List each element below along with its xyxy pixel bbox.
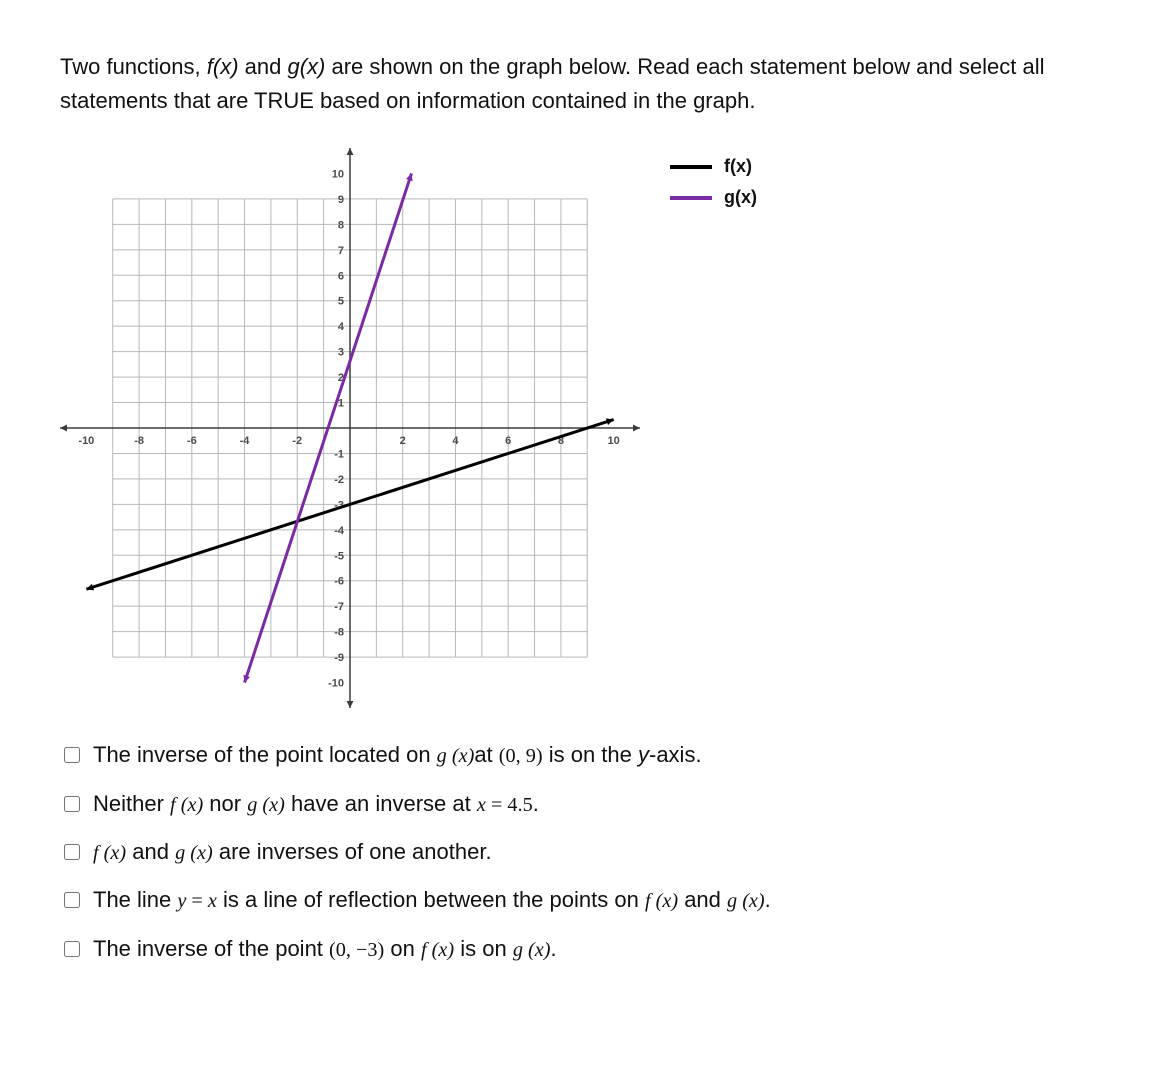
- svg-text:3: 3: [338, 347, 344, 359]
- option-5-text: The inverse of the point (0, −3) on f (x…: [93, 932, 557, 966]
- svg-text:-5: -5: [334, 550, 344, 562]
- svg-text:7: 7: [338, 245, 344, 257]
- svg-text:-2: -2: [334, 474, 344, 486]
- option-2[interactable]: Neither f (x) nor g (x) have an inverse …: [60, 787, 1110, 821]
- svg-text:-4: -4: [334, 525, 345, 537]
- svg-text:5: 5: [338, 296, 344, 308]
- svg-text:10: 10: [332, 169, 344, 181]
- legend-row-f: f(x): [670, 156, 757, 177]
- svg-text:-10: -10: [328, 678, 344, 690]
- legend: f(x) g(x): [670, 156, 757, 218]
- option-5-checkbox[interactable]: [64, 941, 80, 957]
- option-1-text: The inverse of the point located on g (x…: [93, 738, 702, 772]
- svg-text:-6: -6: [187, 435, 197, 447]
- option-4-text: The line y = x is a line of reflection b…: [93, 883, 771, 917]
- option-3[interactable]: f (x) and g (x) are inverses of one anot…: [60, 835, 1110, 869]
- svg-text:4: 4: [338, 321, 345, 333]
- option-4-checkbox[interactable]: [64, 892, 80, 908]
- svg-text:4: 4: [452, 435, 459, 447]
- option-1[interactable]: The inverse of the point located on g (x…: [60, 738, 1110, 772]
- svg-text:9: 9: [338, 194, 344, 206]
- svg-text:8: 8: [338, 220, 344, 232]
- legend-swatch-g: [670, 196, 712, 200]
- fn-f: f(x): [207, 54, 239, 79]
- svg-text:-8: -8: [334, 627, 344, 639]
- legend-label-f: f(x): [724, 156, 752, 177]
- svg-text:-4: -4: [240, 435, 251, 447]
- page: Two functions, f(x) and g(x) are shown o…: [0, 0, 1170, 1020]
- svg-text:-10: -10: [78, 435, 94, 447]
- legend-label-g: g(x): [724, 187, 757, 208]
- svg-text:6: 6: [505, 435, 511, 447]
- question-part-2: and: [245, 54, 288, 79]
- svg-text:2: 2: [400, 435, 406, 447]
- svg-text:-6: -6: [334, 576, 344, 588]
- legend-row-g: g(x): [670, 187, 757, 208]
- option-1-checkbox[interactable]: [64, 747, 80, 763]
- legend-swatch-f: [670, 165, 712, 169]
- question-part-1: Two functions,: [60, 54, 207, 79]
- svg-text:6: 6: [338, 270, 344, 282]
- svg-text:-1: -1: [334, 449, 344, 461]
- option-2-text: Neither f (x) nor g (x) have an inverse …: [93, 787, 539, 821]
- svg-text:10: 10: [608, 435, 620, 447]
- svg-text:-7: -7: [334, 601, 344, 613]
- option-3-checkbox[interactable]: [64, 844, 80, 860]
- options: The inverse of the point located on g (x…: [60, 738, 1110, 966]
- option-4[interactable]: The line y = x is a line of reflection b…: [60, 883, 1110, 917]
- graph-block: -10-8-6-4-224681010987654321-1-2-3-4-5-6…: [60, 148, 1110, 708]
- option-3-text: f (x) and g (x) are inverses of one anot…: [93, 835, 492, 869]
- svg-text:-9: -9: [334, 652, 344, 664]
- graph: -10-8-6-4-224681010987654321-1-2-3-4-5-6…: [60, 148, 640, 708]
- question-text: Two functions, f(x) and g(x) are shown o…: [60, 50, 1110, 118]
- svg-text:-8: -8: [134, 435, 144, 447]
- option-2-checkbox[interactable]: [64, 796, 80, 812]
- option-5[interactable]: The inverse of the point (0, −3) on f (x…: [60, 932, 1110, 966]
- svg-text:-2: -2: [292, 435, 302, 447]
- fn-g: g(x): [287, 54, 325, 79]
